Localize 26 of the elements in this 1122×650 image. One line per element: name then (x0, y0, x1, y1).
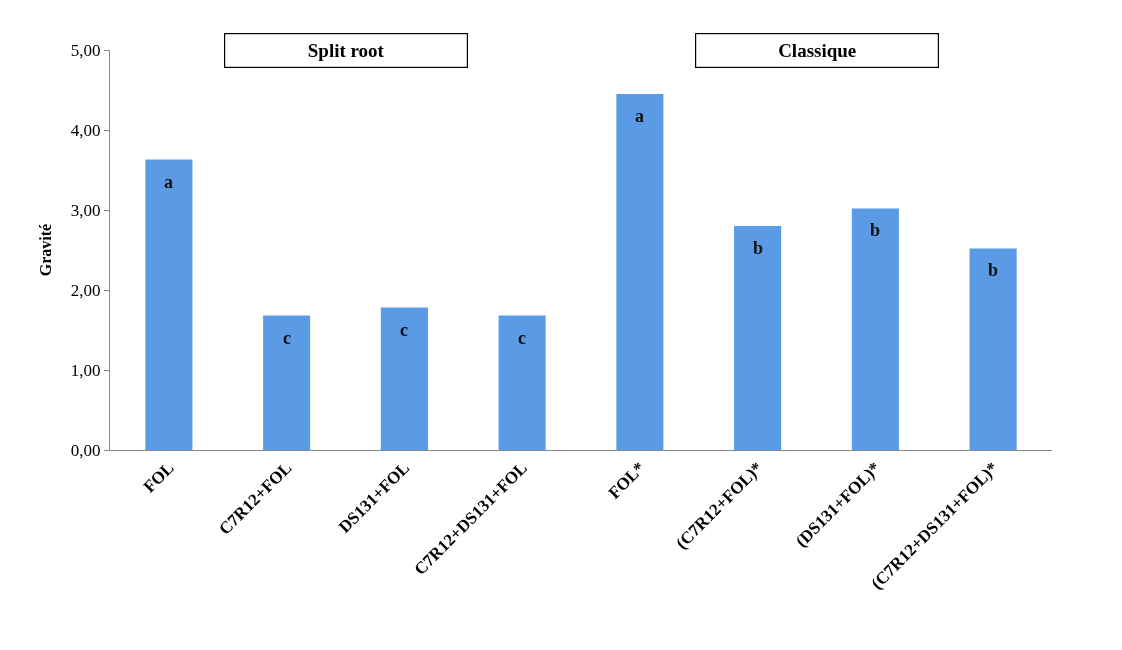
y-tick-label: 0,00 (70, 440, 101, 460)
annotation: b (870, 220, 881, 240)
annotation: c (283, 328, 291, 348)
y-tick-label: 5,00 (70, 40, 101, 60)
y-tick-label: 1,00 (70, 360, 101, 380)
y-axis-title: Gravité (36, 223, 54, 277)
bar (969, 248, 1017, 450)
annotation: b (753, 238, 764, 258)
y-tick-label: 4,00 (70, 120, 101, 140)
bar (498, 315, 546, 450)
bar (145, 159, 193, 450)
y-tick-label: 2,00 (70, 280, 101, 300)
annotation: c (400, 320, 408, 340)
bar (263, 315, 311, 450)
bar (616, 94, 664, 450)
annotation: Classique (778, 40, 857, 62)
x-tick-label: FOL (139, 458, 178, 497)
bar (380, 307, 428, 450)
bar (734, 226, 782, 450)
y-tick-label: 3,00 (70, 200, 101, 220)
annotation: a (635, 106, 644, 126)
annotation: b (988, 260, 999, 280)
annotation: Split root (307, 40, 385, 62)
bar (851, 208, 899, 450)
annotation: c (518, 328, 526, 348)
annotation: a (164, 172, 173, 192)
